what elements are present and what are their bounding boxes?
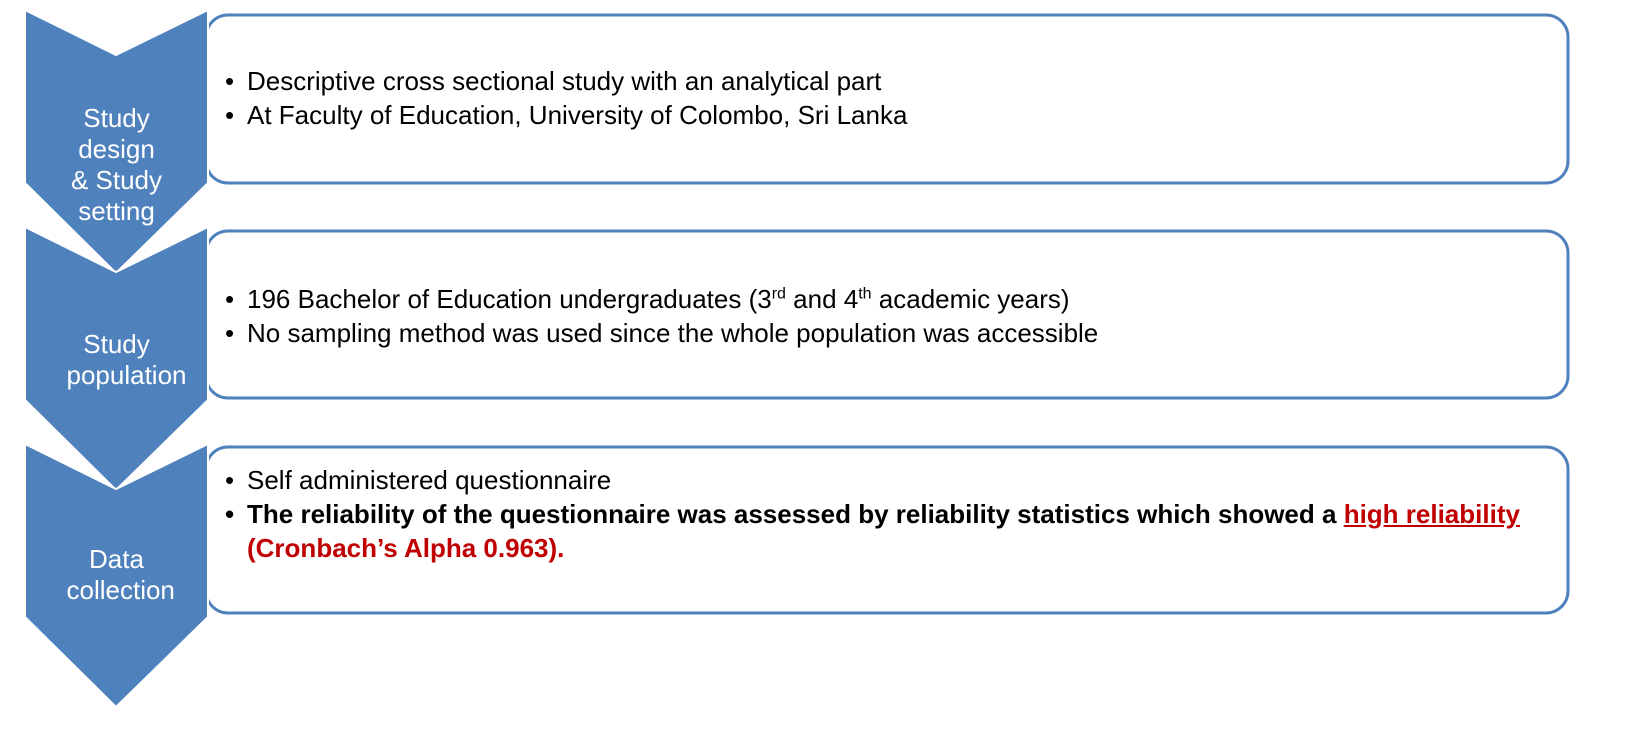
superscript: th [858, 285, 872, 303]
bullet-text: At Faculty of Education, University of C… [247, 100, 908, 130]
highlight-text: (Cronbach’s Alpha 0.963). [247, 533, 565, 563]
step-label: Study design & Study setting [25, 103, 208, 227]
chevron [24, 8, 209, 275]
bullet-text: Descriptive cross sectional study with a… [247, 66, 882, 96]
superscript: rd [771, 285, 786, 303]
label-text: Study population [66, 329, 187, 390]
bullet-text: and 4 [785, 284, 859, 314]
step-label: Study population [25, 329, 208, 391]
bullet: Descriptive cross sectional study with a… [225, 64, 1545, 98]
bullet-list: Self administered questionnaire The reli… [225, 463, 1545, 565]
bullet: Self administered questionnaire [225, 463, 1545, 497]
bullet-text: academic years) [871, 284, 1070, 314]
bullet: At Faculty of Education, University of C… [225, 98, 1545, 132]
bullet-text: 196 Bachelor of Education undergraduates… [247, 284, 772, 314]
label-text: Study design & Study setting [70, 103, 163, 226]
bullet-text: The reliability of the questionnaire was… [247, 499, 1344, 529]
bullet: 196 Bachelor of Education undergraduates… [225, 282, 1545, 316]
bullet-text: Self administered questionnaire [247, 465, 612, 495]
highlight-text: high reliability [1343, 499, 1520, 529]
bullet-text: No sampling method was used since the wh… [247, 318, 1099, 348]
bullet: The reliability of the questionnaire was… [225, 497, 1545, 565]
chevron [24, 225, 209, 492]
step-label: Data collection [25, 544, 208, 606]
label-text: Data collection [66, 544, 175, 605]
bullet-list: 196 Bachelor of Education undergraduates… [225, 282, 1545, 350]
bullet: No sampling method was used since the wh… [225, 316, 1545, 350]
chevron [24, 442, 209, 709]
bullet-list: Descriptive cross sectional study with a… [225, 64, 1545, 132]
